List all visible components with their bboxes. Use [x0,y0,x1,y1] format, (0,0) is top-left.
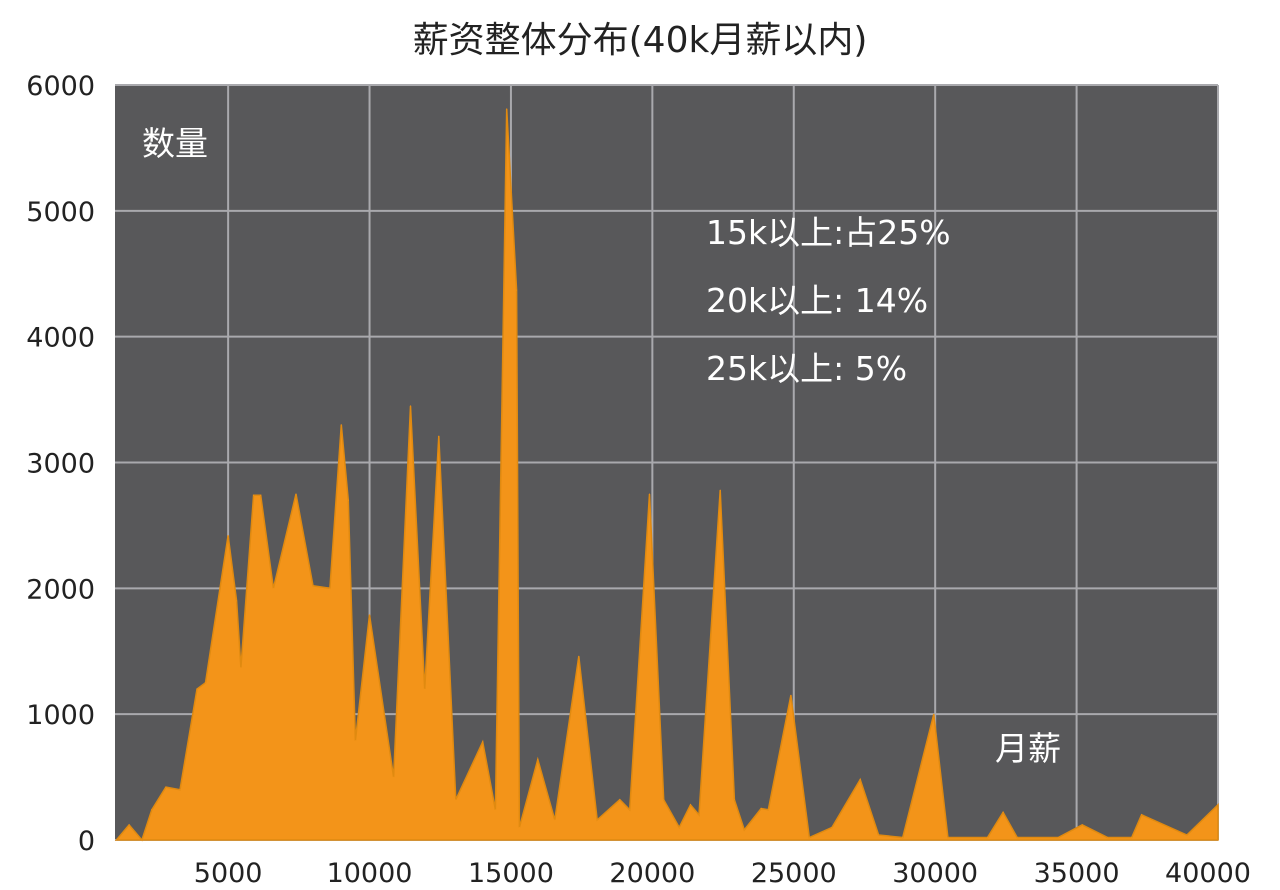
data-point [494,809,496,811]
annotation-20k: 20k以上: 14% [706,281,928,320]
data-point [790,694,792,696]
data-point [987,836,989,838]
data-point [347,499,349,501]
x-tick-label: 30000 [892,858,978,889]
y-tick-label: 1000 [26,700,95,731]
data-point [1057,836,1059,838]
data-point [578,655,580,657]
annotation-15k: 15k以上:占25% [706,213,951,252]
data-point [518,826,520,828]
data-points [115,108,1219,841]
x-tick-label: 20000 [609,858,695,889]
y-tick-label: 2000 [26,574,95,605]
data-point [554,819,556,821]
data-point [808,836,810,838]
annotation-25k: 25k以上: 5% [706,349,907,388]
data-point [649,493,651,495]
data-point [1131,836,1133,838]
data-point [878,834,880,836]
data-point [1141,814,1143,816]
data-point [619,799,621,801]
data-point [205,682,207,684]
data-point [196,688,198,690]
data-point [698,814,700,816]
data-point [115,839,117,841]
y-tick-label: 3000 [26,449,95,480]
data-point [1217,804,1219,806]
data-point [438,435,440,437]
x-axis-label: 月薪 [995,729,1061,768]
data-point [947,836,949,838]
data-point [410,405,412,407]
data-point [455,799,457,801]
y-tick-label: 5000 [26,197,95,228]
data-point [743,829,745,831]
data-point [329,587,331,589]
data-point [690,804,692,806]
data-point [537,758,539,760]
data-point [629,809,631,811]
y-tick-label: 0 [78,826,95,857]
data-point [663,799,665,801]
data-point [1002,811,1004,813]
x-tick-label: 40000 [1165,858,1251,889]
y-axis-label: 数量 [142,124,208,163]
chart-title: 薪资整体分布(40k月薪以内) [413,20,868,61]
data-point [831,826,833,828]
data-point [516,289,518,291]
data-point [1186,834,1188,836]
y-tick-label: 4000 [26,323,95,354]
y-tick-label: 6000 [26,71,95,102]
data-point [295,493,297,495]
data-point [678,826,680,828]
data-point [902,836,904,838]
data-point [424,688,426,690]
data-point [253,494,255,496]
data-point [227,534,229,536]
data-point [393,776,395,778]
data-point [369,614,371,616]
data-point [859,779,861,781]
data-point [596,819,598,821]
data-point [165,786,167,788]
data-point [128,824,130,826]
data-point [760,808,762,810]
data-point [1016,836,1018,838]
data-point [179,789,181,791]
data-point [933,713,935,715]
salary-distribution-area [114,108,1219,842]
data-point [260,494,262,496]
data-point [354,740,356,742]
data-point [141,839,143,841]
x-tick-label: 25000 [751,858,837,889]
data-point [767,809,769,811]
data-point [272,587,274,589]
x-tick-label: 35000 [1034,858,1120,889]
x-tick-label: 10000 [327,858,413,889]
data-point [312,585,314,587]
x-tick-label: 5000 [194,858,263,889]
data-point [482,741,484,743]
data-point [1081,824,1083,826]
data-point [236,600,238,602]
data-point [719,489,721,491]
data-point [733,799,735,801]
data-point [151,809,153,811]
data-point [240,667,242,669]
data-point [340,424,342,426]
data-point [1107,836,1109,838]
x-tick-label: 15000 [468,858,554,889]
data-point [506,108,508,110]
